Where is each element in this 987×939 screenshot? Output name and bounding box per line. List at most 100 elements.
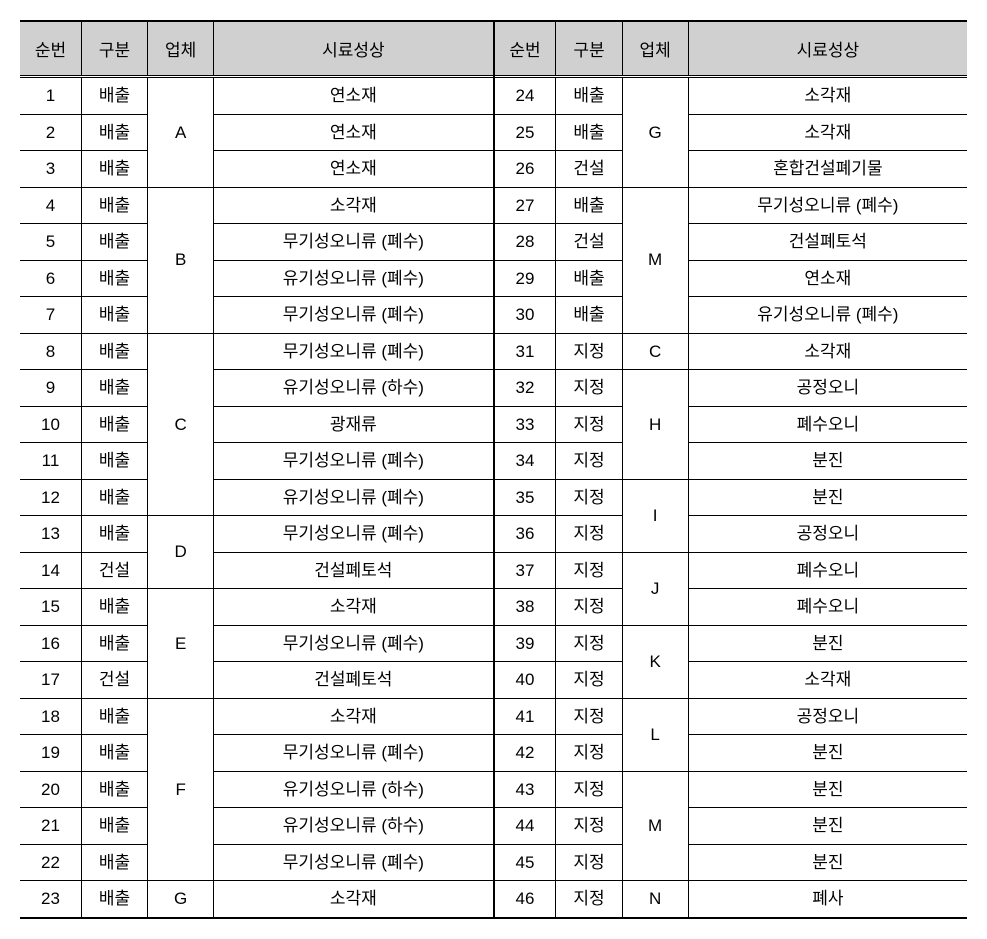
cell-sample: 무기성오니류 (폐수) bbox=[214, 224, 493, 261]
cell-category: 배출 bbox=[81, 589, 147, 626]
cell-sample: 폐사 bbox=[688, 881, 967, 917]
table-row: 2배출연소재 bbox=[20, 114, 493, 151]
table-row: 33지정폐수오니 bbox=[495, 406, 968, 443]
table-row: 6배출유기성오니류 (폐수) bbox=[20, 260, 493, 297]
cell-num: 8 bbox=[20, 333, 81, 370]
table-row: 8배출C무기성오니류 (폐수) bbox=[20, 333, 493, 370]
cell-category: 배출 bbox=[81, 187, 147, 224]
cell-sample: 공정오니 bbox=[688, 698, 967, 735]
cell-category: 지정 bbox=[556, 625, 622, 662]
cell-sample: 폐수오니 bbox=[688, 552, 967, 589]
cell-num: 3 bbox=[20, 151, 81, 188]
cell-sample: 연소재 bbox=[688, 260, 967, 297]
cell-num: 31 bbox=[495, 333, 556, 370]
cell-sample: 유기성오니류 (하수) bbox=[214, 771, 493, 808]
table-row: 27배출M무기성오니류 (폐수) bbox=[495, 187, 968, 224]
table-row: 42지정분진 bbox=[495, 735, 968, 772]
cell-category: 배출 bbox=[81, 479, 147, 516]
cell-sample: 무기성오니류 (폐수) bbox=[214, 844, 493, 881]
table-row: 30배출유기성오니류 (폐수) bbox=[495, 297, 968, 334]
cell-sample: 유기성오니류 (폐수) bbox=[688, 297, 967, 334]
cell-company: H bbox=[622, 370, 688, 480]
cell-category: 지정 bbox=[556, 589, 622, 626]
cell-company: G bbox=[148, 881, 214, 917]
table-row: 16배출 무기성오니류 (폐수) bbox=[20, 625, 493, 662]
cell-category: 건설 bbox=[556, 224, 622, 261]
cell-company: B bbox=[148, 187, 214, 333]
cell-sample: 건설폐토석 bbox=[214, 662, 493, 699]
cell-sample: 폐수오니 bbox=[688, 589, 967, 626]
cell-category: 배출 bbox=[556, 187, 622, 224]
cell-company: A bbox=[148, 78, 214, 187]
cell-num: 24 bbox=[495, 78, 556, 114]
table-row: 38지정폐수오니 bbox=[495, 589, 968, 626]
cell-category: 배출 bbox=[81, 735, 147, 772]
cell-sample: 분진 bbox=[688, 771, 967, 808]
cell-sample: 무기성오니류 (폐수) bbox=[214, 625, 493, 662]
cell-num: 22 bbox=[20, 844, 81, 881]
cell-num: 43 bbox=[495, 771, 556, 808]
table-row: 39지정K분진 bbox=[495, 625, 968, 662]
table-row: 20배출유기성오니류 (하수) bbox=[20, 771, 493, 808]
cell-sample: 소각재 bbox=[214, 187, 493, 224]
cell-sample: 분진 bbox=[688, 479, 967, 516]
cell-category: 지정 bbox=[556, 881, 622, 917]
cell-num: 16 bbox=[20, 625, 81, 662]
cell-category: 배출 bbox=[81, 625, 147, 662]
table-row: 44지정분진 bbox=[495, 808, 968, 845]
cell-company: D bbox=[148, 516, 214, 589]
cell-num: 15 bbox=[20, 589, 81, 626]
cell-category: 지정 bbox=[556, 516, 622, 553]
cell-num: 13 bbox=[20, 516, 81, 553]
cell-category: 배출 bbox=[81, 443, 147, 480]
cell-category: 배출 bbox=[81, 698, 147, 735]
cell-sample: 소각재 bbox=[688, 333, 967, 370]
cell-num: 32 bbox=[495, 370, 556, 407]
cell-sample: 건설폐토석 bbox=[214, 552, 493, 589]
cell-sample: 소각재 bbox=[214, 698, 493, 735]
cell-num: 36 bbox=[495, 516, 556, 553]
cell-num: 4 bbox=[20, 187, 81, 224]
cell-sample: 분진 bbox=[688, 844, 967, 881]
header-num: 순번 bbox=[495, 22, 556, 75]
cell-company: I bbox=[622, 479, 688, 552]
cell-company: M bbox=[622, 187, 688, 333]
cell-category: 건설 bbox=[81, 662, 147, 699]
cell-sample: 무기성오니류 (폐수) bbox=[214, 735, 493, 772]
cell-num: 46 bbox=[495, 881, 556, 917]
cell-company: N bbox=[622, 881, 688, 917]
cell-num: 34 bbox=[495, 443, 556, 480]
cell-category: 배출 bbox=[81, 224, 147, 261]
cell-num: 26 bbox=[495, 151, 556, 188]
cell-category: 배출 bbox=[556, 297, 622, 334]
cell-num: 42 bbox=[495, 735, 556, 772]
table-row: 11배출무기성오니류 (폐수) bbox=[20, 443, 493, 480]
cell-category: 지정 bbox=[556, 443, 622, 480]
cell-sample: 건설폐토석 bbox=[688, 224, 967, 261]
table-row: 40지정소각재 bbox=[495, 662, 968, 699]
cell-num: 2 bbox=[20, 114, 81, 151]
cell-num: 6 bbox=[20, 260, 81, 297]
cell-company: G bbox=[622, 78, 688, 187]
cell-category: 지정 bbox=[556, 552, 622, 589]
cell-sample: 연소재 bbox=[214, 78, 493, 114]
table-row: 29배출연소재 bbox=[495, 260, 968, 297]
header-company: 업체 bbox=[622, 22, 688, 75]
cell-num: 19 bbox=[20, 735, 81, 772]
cell-sample: 분진 bbox=[688, 625, 967, 662]
cell-category: 배출 bbox=[81, 406, 147, 443]
cell-category: 배출 bbox=[81, 808, 147, 845]
cell-num: 12 bbox=[20, 479, 81, 516]
cell-company: M bbox=[622, 771, 688, 881]
cell-sample: 분진 bbox=[688, 808, 967, 845]
cell-category: 지정 bbox=[556, 844, 622, 881]
cell-category: 배출 bbox=[81, 516, 147, 553]
table-row: 35지정I분진 bbox=[495, 479, 968, 516]
cell-category: 배출 bbox=[81, 260, 147, 297]
cell-num: 44 bbox=[495, 808, 556, 845]
table-row: 25배출소각재 bbox=[495, 114, 968, 151]
cell-num: 14 bbox=[20, 552, 81, 589]
cell-category: 배출 bbox=[81, 114, 147, 151]
cell-num: 41 bbox=[495, 698, 556, 735]
cell-num: 39 bbox=[495, 625, 556, 662]
